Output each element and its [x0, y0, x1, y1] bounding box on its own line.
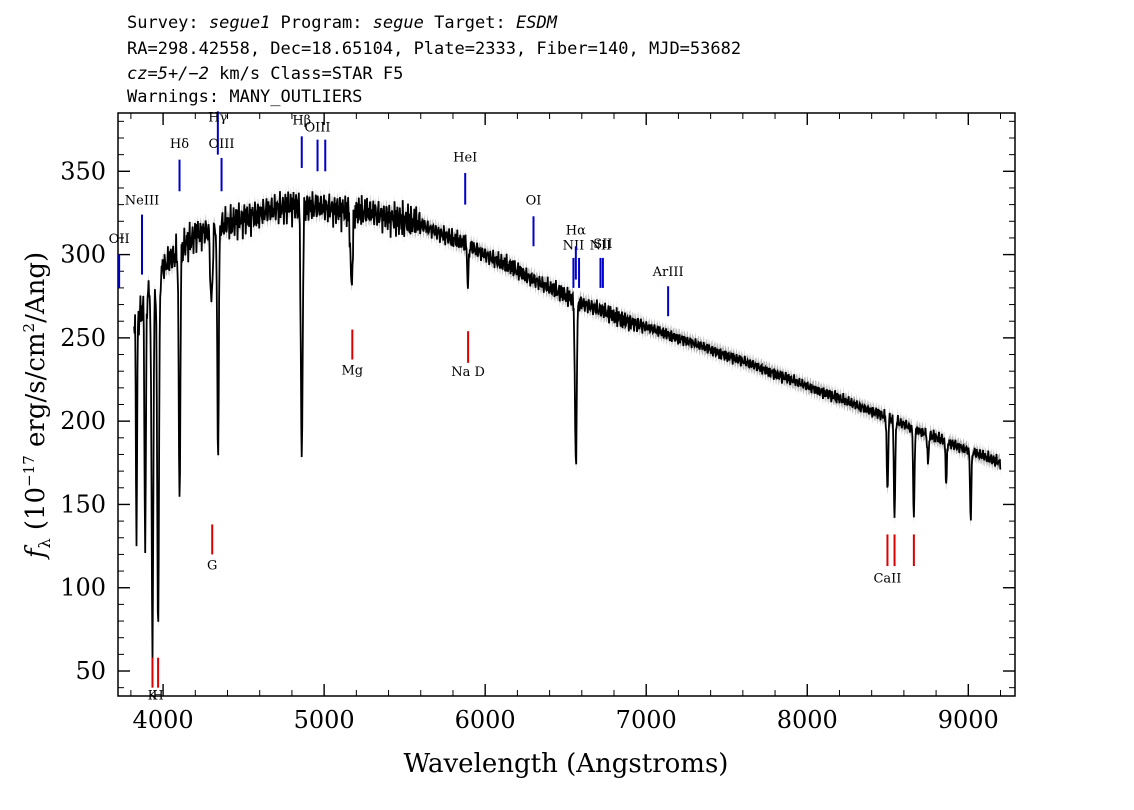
- spectrum-series: [133, 191, 1002, 661]
- emission-line-label: OII: [109, 232, 130, 247]
- y-tick-label: 150: [60, 490, 106, 518]
- absorption-line-label: G: [207, 558, 217, 573]
- emission-line-label: Hβ: [292, 114, 311, 129]
- emission-line-markers: OIINeIIIHδHγOIIIHβOIIIHeIOINIIHαNIISIIAr…: [109, 110, 684, 317]
- absorption-line-label: Mg: [341, 364, 363, 379]
- header-part: Survey:: [127, 13, 209, 33]
- error-band: [134, 184, 1001, 668]
- header-coordinates-line: RA=298.42558, Dec=18.65104, Plate=2333, …: [127, 39, 741, 59]
- y-axis-title-part: 2: [20, 323, 38, 333]
- plot-frame: [117, 112, 1016, 697]
- emission-line-label: Hδ: [170, 137, 189, 152]
- header-part: Program:: [270, 13, 372, 33]
- emission-line-label: SII: [593, 237, 612, 252]
- emission-line-label: NII: [563, 239, 585, 254]
- x-axis-title: Wavelength (Angstroms): [404, 749, 729, 779]
- y-tick-label: 200: [60, 407, 106, 435]
- y-axis-title: fλ (10−17 erg/s/cm2/Ang): [20, 252, 54, 560]
- header-survey-line: Survey: segue1 Program: segue Target: ES…: [127, 13, 558, 33]
- x-tick-label: 6000: [455, 706, 516, 734]
- x-tick-label: 5000: [294, 706, 355, 734]
- header-redshift-line: cz=5+/−2 km/s Class=STAR F5: [127, 64, 403, 84]
- y-tick-label: 50: [75, 657, 106, 685]
- axis-ticks: 4000 5000 6000 7000 8000 9000 50 100 150 200 250 30…: [60, 113, 1015, 734]
- absorption-line-label: K: [148, 688, 158, 703]
- x-tick-label: 4000: [133, 706, 194, 734]
- y-tick-label: 300: [60, 241, 106, 269]
- header-part: segue: [373, 13, 424, 33]
- x-tick-label: 9000: [938, 706, 999, 734]
- header-part: km/s Class=STAR F5: [209, 64, 403, 84]
- emission-line-label: NeIII: [125, 194, 159, 209]
- header-part: cz=5+/−2: [127, 64, 209, 84]
- error-band-area: [134, 184, 1001, 668]
- absorption-line-markers: KH G Mg Na D CaII: [148, 329, 915, 703]
- y-tick-label: 250: [60, 324, 106, 352]
- emission-line-label: OI: [526, 194, 542, 209]
- y-tick-label: 100: [60, 574, 106, 602]
- y-tick-label: 350: [60, 157, 106, 185]
- emission-line-label: HeI: [453, 150, 477, 165]
- x-tick-label: 7000: [616, 706, 677, 734]
- header-warnings-line: Warnings: MANY_OUTLIERS: [127, 87, 362, 107]
- absorption-line-label: H: [152, 688, 163, 703]
- header-part: Target:: [424, 13, 516, 33]
- emission-line-label: ArIII: [652, 265, 684, 280]
- y-axis-title-part: (10: [21, 487, 51, 539]
- emission-line-label: Hγ: [208, 110, 227, 125]
- emission-line-label: NII: [590, 239, 612, 254]
- emission-line-label: OIII: [304, 120, 330, 135]
- spectrum-line: [133, 191, 1002, 661]
- y-axis-title-part: λ: [35, 538, 54, 548]
- y-axis-title-part: −17: [20, 455, 38, 487]
- y-axis-title-part: /Ang): [21, 252, 51, 323]
- absorption-line-label: Na D: [451, 365, 485, 380]
- emission-line-label: Hα: [566, 224, 586, 239]
- header-part: segue1: [209, 13, 270, 33]
- absorption-line-label: CaII: [873, 572, 901, 587]
- emission-line-label: OIII: [209, 137, 235, 152]
- header-part: ESDM: [516, 13, 558, 33]
- header-block: Survey: segue1 Program: segue Target: ES…: [127, 13, 741, 107]
- y-axis-title-part: erg/s/cm: [21, 332, 51, 455]
- x-tick-label: 8000: [777, 706, 838, 734]
